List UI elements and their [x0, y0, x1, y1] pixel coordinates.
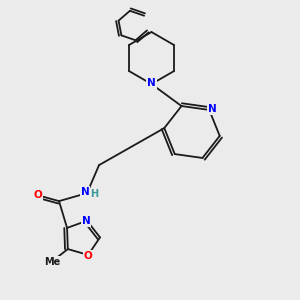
Text: N: N: [82, 216, 90, 226]
Text: N: N: [81, 187, 89, 197]
Text: O: O: [34, 190, 42, 200]
Text: H: H: [90, 189, 98, 199]
Text: Me: Me: [44, 256, 61, 267]
Text: O: O: [84, 251, 92, 261]
Text: N: N: [147, 78, 156, 88]
Text: N: N: [208, 104, 217, 114]
